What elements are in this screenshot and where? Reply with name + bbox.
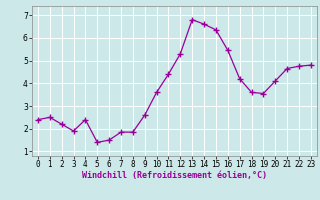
X-axis label: Windchill (Refroidissement éolien,°C): Windchill (Refroidissement éolien,°C) <box>82 171 267 180</box>
